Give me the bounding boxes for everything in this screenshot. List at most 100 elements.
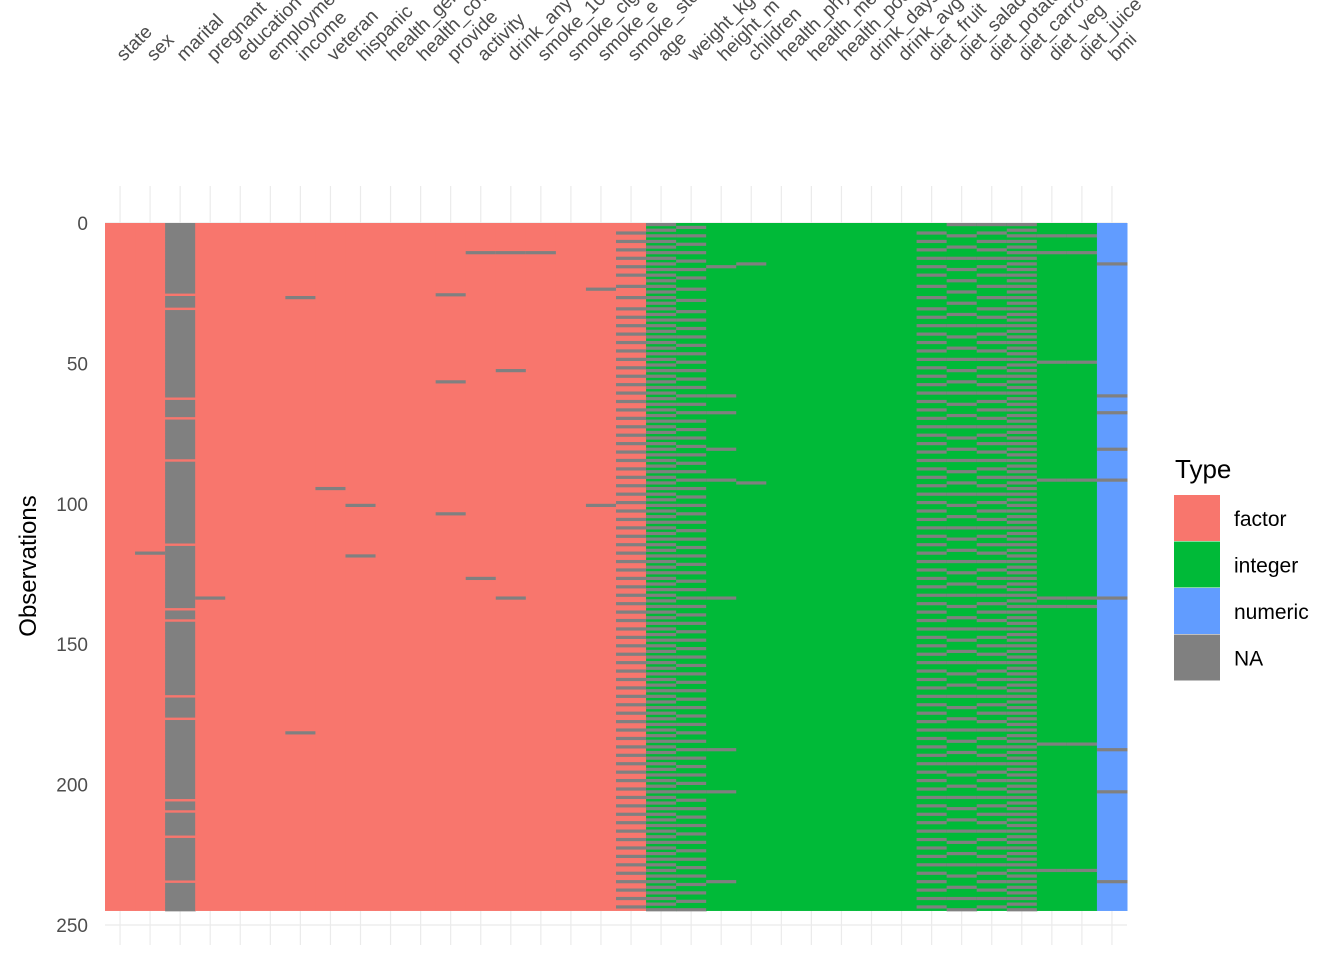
- missing-cell: [165, 899, 196, 903]
- missing-cell: [646, 408, 677, 412]
- missing-cell: [616, 543, 647, 547]
- missing-cell: [165, 818, 196, 822]
- missing-cell: [916, 652, 948, 656]
- missing-cell: [916, 585, 948, 589]
- missing-cell: [646, 554, 677, 558]
- missing-cell: [646, 908, 677, 912]
- missing-cell: [676, 840, 707, 844]
- missing-cell: [676, 537, 707, 541]
- missing-cell: [165, 762, 196, 766]
- column-pregnant: [195, 223, 226, 911]
- missing-cell: [165, 725, 196, 729]
- missing-cell: [165, 265, 196, 269]
- missing-cell: [946, 548, 978, 552]
- missing-cell: [646, 627, 677, 631]
- missing-cell: [165, 520, 196, 524]
- missing-cell: [616, 652, 647, 656]
- missing-cell: [1006, 846, 1038, 850]
- missing-cell: [676, 680, 707, 684]
- missing-cell: [646, 576, 677, 581]
- missing-cell: [1006, 863, 1038, 867]
- missing-cell: [165, 301, 196, 305]
- missing-cell: [165, 492, 196, 496]
- missing-cell: [616, 248, 647, 252]
- missing-cell: [646, 846, 677, 850]
- missing-cell: [646, 661, 677, 665]
- missing-cell: [646, 531, 677, 536]
- column-height_m: [706, 223, 737, 911]
- missing-cell: [165, 242, 196, 246]
- missing-cell: [676, 352, 707, 356]
- y-tick-label: 100: [56, 495, 88, 516]
- missing-cell: [165, 557, 196, 561]
- missing-cell: [676, 234, 707, 238]
- missing-cell: [976, 804, 1008, 808]
- missing-cell: [1006, 296, 1038, 300]
- missing-cell: [165, 223, 196, 227]
- missing-cell: [165, 357, 196, 361]
- missing-cell: [1006, 756, 1038, 760]
- missing-cell: [646, 284, 677, 288]
- missing-cell: [946, 470, 978, 474]
- missing-cell: [976, 618, 1008, 623]
- missing-cell: [1006, 397, 1038, 401]
- missing-cell: [946, 559, 978, 564]
- missing-cell: [646, 464, 677, 468]
- missing-cell: [946, 301, 978, 305]
- missing-cell: [616, 307, 647, 311]
- missing-cell: [1006, 902, 1038, 906]
- missing-cell: [616, 534, 647, 538]
- missing-cell: [1006, 734, 1038, 738]
- missing-cell: [616, 450, 647, 454]
- missing-cell: [976, 728, 1008, 732]
- missing-cell: [976, 871, 1008, 875]
- missing-cell: [165, 394, 196, 398]
- missing-cell: [916, 854, 948, 859]
- missing-cell: [165, 672, 196, 676]
- missing-cell: [165, 613, 196, 617]
- x-axis-column-labels: statesexmaritalpregnanteducationemployme…: [113, 0, 1146, 66]
- missing-cell: [1006, 661, 1038, 665]
- y-tick-label: 0: [77, 214, 88, 235]
- missing-cell: [165, 837, 196, 842]
- missing-cell: [916, 745, 948, 749]
- missing-cell: [646, 369, 677, 373]
- missing-cell: [1006, 475, 1038, 479]
- missing-cell: [976, 442, 1008, 446]
- missing-cell: [616, 467, 647, 471]
- column-education: [225, 223, 256, 911]
- missing-cell: [646, 739, 677, 743]
- missing-cell: [946, 245, 978, 249]
- missing-cell: [165, 475, 196, 479]
- missing-cell: [646, 492, 677, 496]
- missing-cell: [676, 478, 707, 482]
- missing-cell: [165, 759, 196, 763]
- missing-cell: [165, 868, 196, 873]
- missing-cell: [165, 894, 196, 898]
- missing-cell: [616, 635, 647, 639]
- missing-cell: [165, 484, 196, 488]
- legend-label: numeric: [1234, 601, 1309, 624]
- missing-cell: [916, 374, 948, 378]
- missing-cell: [1006, 778, 1038, 783]
- missing-cell: [1006, 739, 1038, 743]
- missing-cell: [676, 823, 707, 828]
- missing-cell: [646, 486, 677, 491]
- missing-cell: [165, 748, 196, 752]
- column-children: [736, 223, 767, 911]
- missing-cell: [946, 818, 978, 822]
- missing-cell: [1036, 234, 1068, 238]
- missing-cell: [1006, 632, 1038, 637]
- missing-cell: [1006, 312, 1038, 317]
- missing-cell: [165, 377, 196, 381]
- missing-cell: [946, 436, 978, 440]
- missing-cell: [1006, 604, 1038, 609]
- missing-cell: [646, 475, 677, 479]
- missing-cell: [165, 675, 196, 679]
- missing-cell: [165, 427, 196, 432]
- legend-swatch: [1174, 541, 1220, 588]
- missing-cell: [165, 711, 196, 715]
- missing-cell: [165, 689, 196, 693]
- missing-cell: [1006, 835, 1038, 839]
